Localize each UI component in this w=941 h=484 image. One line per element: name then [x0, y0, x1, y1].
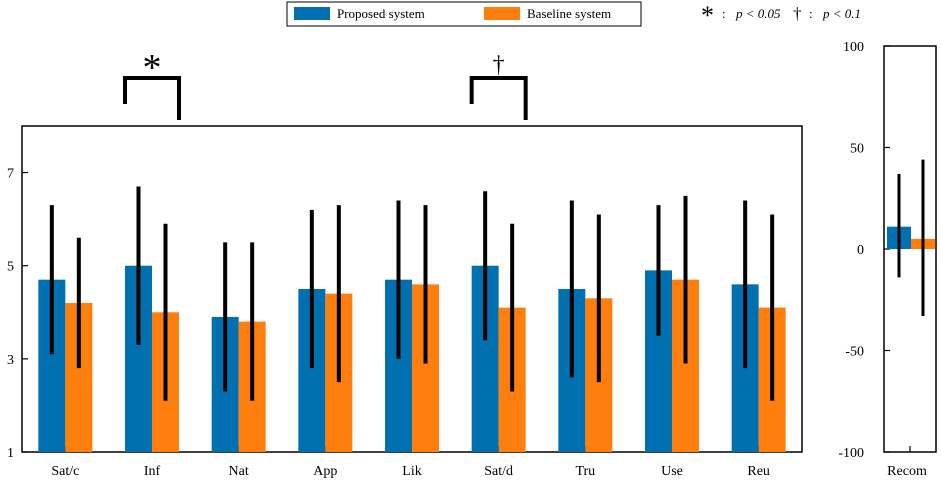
significance-key-dagger-separator: :: [809, 6, 813, 21]
x-tick-label-recom: Recom: [887, 464, 927, 479]
x-tick-label-inf: Inf: [144, 464, 161, 479]
x-tick-label-app: App: [313, 464, 337, 479]
x-tick-label-sat-d: Sat/d: [484, 464, 513, 479]
significance-bracket-sat-d: [469, 76, 528, 120]
y-tick-label: 7: [7, 167, 14, 182]
x-tick-label-sat-c: Sat/c: [51, 464, 79, 479]
legend-swatch-proposed: [294, 7, 330, 20]
significance-bracket-inf: [123, 76, 181, 120]
recom-plot: -100 -50 0 50 100 Recom: [838, 40, 935, 479]
recom-y-tick-label: 0: [857, 243, 864, 258]
x-tick-label-nat: Nat: [229, 464, 249, 479]
y-tick-label: 5: [7, 260, 14, 275]
significance-key-star-separator: :: [722, 6, 726, 21]
significance-symbol-inf: *: [143, 47, 162, 89]
legend-label-proposed: Proposed system: [337, 6, 425, 21]
x-tick-label-tru: Tru: [575, 464, 595, 479]
x-tick-label-lik: Lik: [402, 464, 421, 479]
x-tick-label-use: Use: [661, 464, 683, 479]
significance-key: * : p < 0.05 † : p < 0.1: [701, 1, 861, 30]
significance-key-star-symbol: *: [701, 1, 714, 30]
legend-label-baseline: Baseline system: [527, 6, 611, 21]
legend: Proposed system Baseline system: [286, 1, 642, 27]
legend-swatch-baseline: [484, 7, 520, 20]
legend-box: [286, 1, 642, 27]
significance-key-star-label: p < 0.05: [735, 6, 781, 21]
recom-y-tick-label: -50: [845, 345, 864, 360]
recom-y-tick-label: 100: [843, 40, 864, 55]
significance-key-dagger-label: p < 0.1: [822, 6, 861, 21]
recom-y-tick-label: -100: [838, 446, 864, 461]
significance-symbol-sat-d: †: [493, 52, 505, 78]
main-plot: 1 3 5 7 Sat/c Inf Nat App Lik Sat/d Tru Use Reu * †: [7, 47, 786, 479]
y-tick-label: 1: [7, 446, 14, 461]
y-tick-label: 3: [7, 353, 14, 368]
significance-key-dagger-symbol: †: [793, 4, 802, 23]
recom-y-tick-label: 50: [850, 142, 864, 157]
x-tick-label-reu: Reu: [747, 464, 770, 479]
